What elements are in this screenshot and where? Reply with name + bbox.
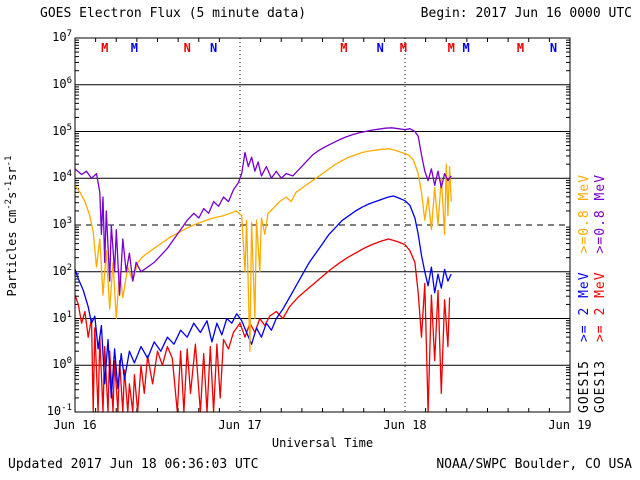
y-axis-label-prefix: Particles cm [5, 209, 19, 297]
y-tick-label: 103 [52, 216, 72, 231]
series-goes15-ge-2mev [74, 195, 452, 399]
legend-satellite-name: GOES15 [577, 360, 592, 413]
legend-channel-label: >= 2 MeV [577, 271, 592, 343]
event-marker-N: N [210, 41, 217, 55]
x-axis-title: Universal Time [271, 436, 374, 450]
series-goes13-ge-0p8mev [74, 127, 452, 296]
x-tick-label: Jun 16 [53, 418, 97, 432]
y-tick-label: 102 [52, 262, 72, 278]
event-marker-N: N [184, 41, 191, 55]
event-marker-M: M [400, 41, 407, 55]
x-tick-label: Jun 18 [383, 418, 427, 432]
legend-channel-label: >= 2 MeV [593, 271, 608, 343]
y-axis-label: Particles cm-2s-1sr-1 [4, 130, 19, 322]
y-axis-exponent: -2 [4, 198, 14, 210]
legend-channel-label: >=0.8 MeV [577, 173, 592, 254]
credit-label: NOAA/SWPC Boulder, CO USA [436, 457, 632, 472]
y-tick-label: 100 [52, 356, 72, 372]
series-goes13-ge-2mev [74, 238, 451, 413]
y-tick-label: 101 [52, 309, 72, 325]
x-tick-label: Jun 17 [218, 418, 262, 432]
x-tick-label: Jun 19 [548, 418, 592, 432]
legend-satellite-name: GOES13 [593, 360, 608, 413]
y-tick-label: 104 [52, 169, 72, 185]
legend-column-goes13: GOES13 >= 2 MeV >=0.8 MeV [593, 141, 608, 413]
y-tick-label: 10-1 [46, 403, 72, 418]
y-axis-label-mid: sr [5, 166, 19, 181]
event-marker-N: N [550, 41, 557, 55]
event-marker-N: N [377, 41, 384, 55]
y-tick-label: 105 [52, 122, 72, 138]
begin-timestamp: Begin: 2017 Jun 16 0000 UTC [420, 6, 632, 21]
updated-timestamp: Updated 2017 Jun 18 06:36:03 UTC [8, 457, 259, 472]
y-axis-label-mid: s [5, 191, 19, 199]
legend-column-goes15: GOES15 >= 2 MeV >=0.8 MeV [577, 141, 592, 413]
y-axis-exponent: -1 [4, 155, 14, 167]
event-marker-M: M [462, 41, 469, 55]
event-marker-M: M [340, 41, 347, 55]
plot-border [74, 37, 571, 413]
event-marker-M: M [517, 41, 524, 55]
event-marker-M: M [101, 41, 108, 55]
y-axis-exponent: -1 [4, 180, 14, 192]
series-goes15-ge-0p8mev [74, 148, 452, 352]
y-tick-label: 107 [52, 29, 72, 44]
y-tick-label: 106 [52, 75, 72, 91]
legend-channel-label: >=0.8 MeV [593, 173, 608, 254]
event-marker-M: M [131, 41, 138, 55]
event-marker-M: M [448, 41, 455, 55]
chart-title: GOES Electron Flux (5 minute data) [40, 6, 307, 21]
